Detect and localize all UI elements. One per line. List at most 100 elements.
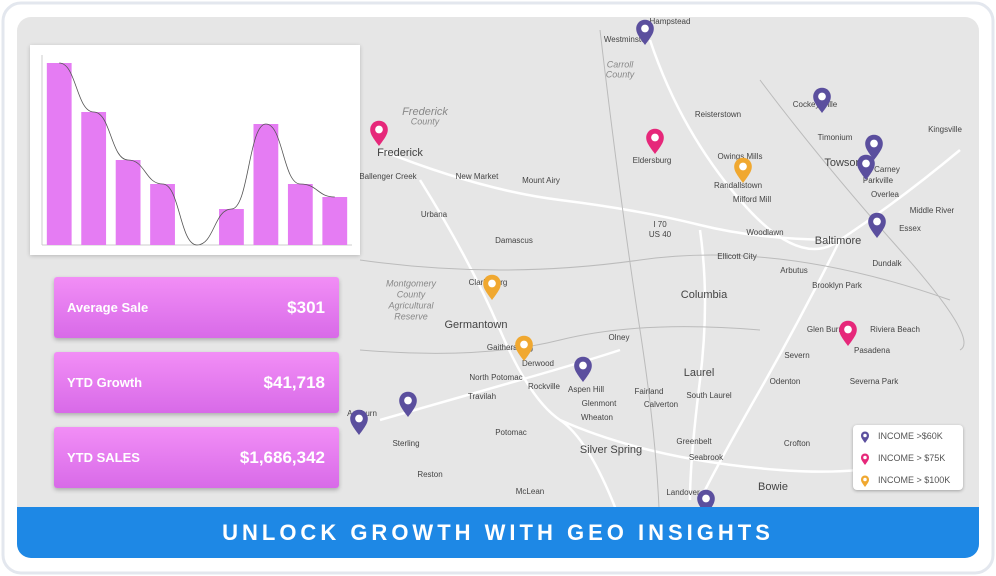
map-label: Glenmont bbox=[582, 399, 617, 408]
map-label: Frederick bbox=[402, 106, 448, 118]
pin-shape bbox=[865, 134, 883, 160]
legend-label: INCOME >$60K bbox=[878, 431, 943, 441]
map-label: Gaithersburg bbox=[487, 343, 533, 352]
map-label: Baltimore bbox=[815, 235, 861, 247]
pin bbox=[399, 391, 417, 417]
map-label: County bbox=[606, 69, 635, 79]
kpi-value: $41,718 bbox=[263, 373, 325, 392]
pin bbox=[636, 19, 654, 45]
bar bbox=[81, 112, 107, 245]
pin-dot bbox=[818, 92, 826, 101]
pin bbox=[483, 274, 501, 300]
map-label: Greenbelt bbox=[676, 437, 712, 446]
pin bbox=[839, 320, 857, 346]
pin-dot bbox=[873, 217, 881, 226]
pin bbox=[868, 212, 886, 238]
map-label: Mount Airy bbox=[522, 176, 560, 185]
map-label: Germantown bbox=[445, 319, 508, 331]
map-label: Montgomery bbox=[386, 278, 437, 288]
pin-shape bbox=[646, 128, 664, 154]
map-label: Carney bbox=[874, 165, 900, 174]
pin-shape bbox=[636, 19, 654, 45]
map-label: Rockville bbox=[528, 382, 561, 391]
pin bbox=[646, 128, 664, 154]
pin bbox=[813, 87, 831, 113]
map-label: Carroll bbox=[607, 59, 635, 69]
pin-dot bbox=[488, 279, 496, 288]
pin bbox=[350, 409, 368, 435]
pin bbox=[861, 453, 869, 465]
map-label: Overlea bbox=[871, 190, 900, 199]
legend: INCOME >$60K INCOME > $75K INCOME > $100K bbox=[853, 425, 963, 490]
map-label: Fairland bbox=[635, 387, 664, 396]
map-label: Dundalk bbox=[872, 259, 902, 268]
pin bbox=[861, 431, 869, 443]
bar bbox=[287, 184, 313, 245]
bar bbox=[219, 209, 244, 245]
map-label: I 70 bbox=[653, 220, 667, 229]
pin bbox=[734, 157, 752, 183]
pin bbox=[865, 134, 883, 160]
map-label: Urbana bbox=[421, 210, 448, 219]
map-label: Olney bbox=[609, 333, 630, 342]
legend-label: INCOME > $100K bbox=[878, 475, 951, 485]
pin-shape bbox=[868, 212, 886, 238]
map-label: Cockeysville bbox=[793, 100, 838, 109]
pin-dot bbox=[641, 24, 649, 33]
legend-item: INCOME > $75K bbox=[853, 447, 963, 469]
pin-dot bbox=[375, 125, 383, 134]
map-label: Ballenger Creek bbox=[359, 172, 417, 181]
map-label: Glen Burnie bbox=[807, 325, 850, 334]
roads bbox=[379, 39, 961, 521]
pin-dot bbox=[739, 162, 747, 171]
pin-shape bbox=[515, 335, 533, 361]
minor-roads bbox=[359, 29, 965, 551]
map-label: Reserve bbox=[394, 311, 428, 321]
map-label: Pasadena bbox=[854, 346, 891, 355]
map-label: Laurel bbox=[684, 367, 715, 379]
pin-dot bbox=[862, 159, 870, 168]
kpi-card: Average Sale $301 bbox=[54, 277, 339, 338]
pin-shape bbox=[574, 356, 592, 382]
pin-shape bbox=[350, 409, 368, 435]
legend-icon bbox=[861, 453, 869, 465]
map-label: Kingsville bbox=[928, 125, 962, 134]
map-label: New Market bbox=[456, 172, 499, 181]
pin-dot bbox=[870, 139, 878, 148]
map-label: Hampstead bbox=[650, 17, 691, 26]
map-label: Milford Mill bbox=[733, 195, 771, 204]
bar bbox=[150, 184, 175, 245]
map-label: Arbutus bbox=[780, 266, 808, 275]
map-label: South Laurel bbox=[686, 391, 732, 400]
bar bbox=[253, 124, 279, 245]
pin-dot bbox=[579, 361, 587, 370]
pin bbox=[861, 475, 869, 487]
legend-icon bbox=[861, 431, 869, 443]
map-label: Landover bbox=[666, 488, 700, 497]
map-label: Seabrook bbox=[689, 453, 724, 462]
banner: UNLOCK GROWTH WITH GEO INSIGHTS bbox=[17, 507, 979, 558]
map-label: Eldersburg bbox=[633, 156, 672, 165]
map-label: Calverton bbox=[644, 400, 678, 409]
map-label: Odenton bbox=[770, 377, 801, 386]
map-label: Ellicott City bbox=[717, 252, 757, 261]
kpi-label: Average Sale bbox=[67, 300, 149, 315]
map-label: McLean bbox=[516, 487, 544, 496]
pin-dot bbox=[520, 340, 528, 349]
map-label: Bowie bbox=[758, 481, 788, 493]
pin bbox=[515, 335, 533, 361]
map-label: Potomac bbox=[495, 428, 527, 437]
kpi-label: YTD SALES bbox=[67, 450, 140, 465]
map-label: Aspen Hill bbox=[568, 385, 604, 394]
map-label: Travilah bbox=[468, 392, 496, 401]
pin-dot bbox=[404, 396, 412, 405]
pin-shape bbox=[483, 274, 501, 300]
map-label: Brooklyn Park bbox=[812, 281, 863, 290]
map-label: Silver Spring bbox=[580, 444, 642, 456]
map-label: Agricultural bbox=[387, 300, 434, 310]
bar-chart bbox=[30, 45, 360, 255]
pin-shape bbox=[734, 157, 752, 183]
kpi-label: YTD Growth bbox=[67, 375, 143, 390]
map-label: Essex bbox=[899, 224, 921, 233]
map-label: Riviera Beach bbox=[870, 325, 920, 334]
